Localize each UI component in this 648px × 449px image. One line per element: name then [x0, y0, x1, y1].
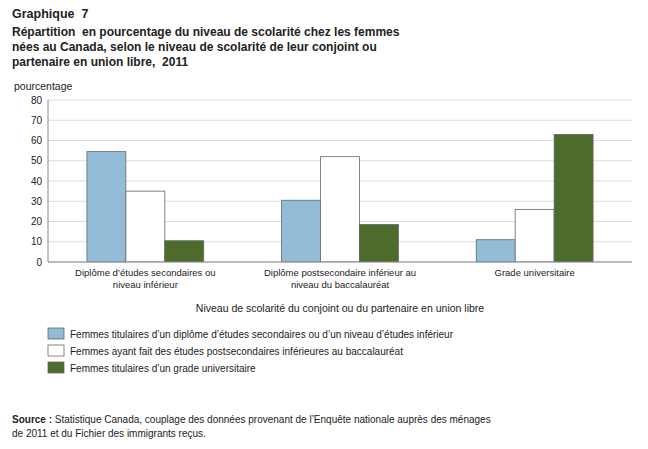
bars [87, 134, 593, 262]
grid-line [48, 262, 632, 263]
x-axis-line [48, 262, 632, 263]
legend-swatch [48, 362, 64, 373]
y-tick-label: 30 [31, 196, 43, 207]
y-tick-label: 0 [36, 257, 42, 268]
subtitle: Répartition en pourcentage du niveau de … [12, 25, 400, 69]
source-prefix: Source : [12, 414, 52, 425]
x-tick-label: Grade universitaire [495, 267, 575, 278]
legend-swatch [48, 345, 64, 356]
chart-svg: Graphique 7 Répartition en pourcentage du… [0, 0, 648, 449]
bar [321, 157, 360, 262]
legend-label: Femmes titulaires d’un diplôme d’études … [70, 329, 454, 340]
text-line: Graphique 7 [12, 7, 88, 21]
source-text: de 2011 et du Fichier des immigrants reç… [12, 428, 206, 439]
chart-container: Graphique 7 Répartition en pourcentage du… [0, 0, 648, 449]
y-axis-label: pourcentage [14, 80, 73, 92]
text-line: nées au Canada, selon le niveau de scola… [12, 40, 377, 54]
y-tick-label: 50 [31, 155, 43, 166]
source-text: Statistique Canada, couplage des données… [52, 414, 491, 425]
text-line: Grade universitaire [495, 267, 575, 278]
bar [359, 225, 398, 262]
legend: Femmes titulaires d’un diplôme d’études … [48, 328, 454, 374]
legend-label: Femmes ayant fait des études postseconda… [70, 346, 403, 357]
x-tick-label: Diplôme d’études secondaires ouniveau in… [75, 267, 215, 290]
text-line: niveau du baccalauréat [291, 279, 390, 290]
title: Graphique 7 [12, 7, 88, 21]
y-tick-label: 40 [31, 176, 43, 187]
text-line: Répartition en pourcentage du niveau de … [12, 25, 400, 39]
bar [476, 240, 515, 262]
bar [165, 241, 204, 262]
text-line: niveau inférieur [113, 279, 178, 290]
grid-line [48, 140, 632, 141]
bar [554, 134, 593, 262]
grid-line [48, 100, 632, 101]
x-tick-label: Diplôme postsecondaire inférieur aunivea… [264, 267, 416, 290]
bar [87, 152, 126, 262]
bar [515, 209, 554, 262]
bar [282, 200, 321, 262]
background [0, 0, 648, 449]
legend-label: Femmes titulaires d’un grade universitai… [70, 363, 256, 374]
grid-line [48, 120, 632, 121]
grid [48, 100, 632, 262]
text-line: Diplôme postsecondaire inférieur au [264, 267, 416, 278]
y-axis-line [48, 100, 49, 262]
bar [126, 191, 165, 262]
legend-swatch [48, 328, 64, 339]
y-tick-label: 20 [31, 216, 43, 227]
text-line: Diplôme d’études secondaires ou [75, 267, 215, 278]
y-tick-label: 70 [31, 115, 43, 126]
y-tick-label: 10 [31, 236, 43, 247]
y-tick-label: 80 [31, 95, 43, 106]
x-axis-label: Niveau de scolarité du conjoint ou du pa… [196, 302, 485, 314]
source-note: Source : Statistique Canada, couplage de… [12, 414, 491, 425]
text-line: partenaire en union libre, 2011 [12, 55, 188, 69]
y-tick-label: 60 [31, 135, 43, 146]
